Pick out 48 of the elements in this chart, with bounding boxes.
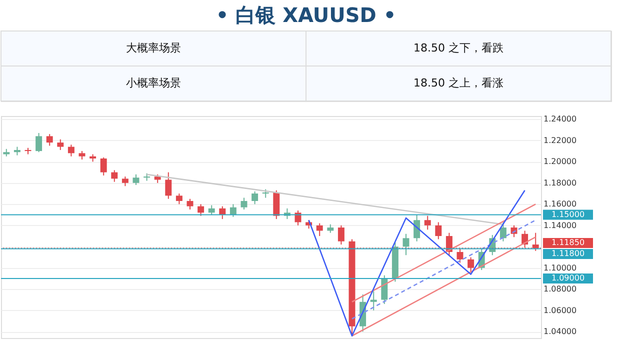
ref-line-label: 1.15000 [551,210,585,219]
candlestick [338,224,344,246]
candlestick [370,290,377,311]
y-tick-label: 1.14000 [544,220,577,230]
candlestick [186,198,194,210]
candlestick [111,170,118,182]
candlestick [132,174,140,186]
candlestick [176,193,182,205]
y-tick-label: 1.20000 [544,157,577,166]
candlestick [252,190,258,205]
candlestick [46,134,53,146]
y-tick-label: 1.24000 [544,114,577,124]
y-tick-label: 1.22000 [544,136,577,145]
ref-line-label: 1.09000 [551,274,585,283]
text: 大概率场景 [126,42,181,54]
candlestick [240,197,248,210]
ref-line-label: 1.11800 [551,249,585,258]
y-tick-label: 1.16000 [544,200,577,209]
candlestick [198,204,204,216]
y-tick-label: 1.04000 [544,327,577,336]
candlestick [230,204,236,218]
candlestick [402,233,410,256]
candlestick [165,172,172,200]
ref-line-label: 1.11850 [551,238,585,248]
candlestick [468,256,474,273]
candlestick [435,222,442,240]
candlestick [100,156,107,176]
chart-title: • 白银 XAUUSD • [216,3,396,27]
y-tick-label: 1.10000 [544,263,577,272]
candlestick [381,274,388,305]
y-tick-label: 1.18000 [544,178,577,188]
text: 18.50 之下，看跌 [414,42,504,54]
candlestick [424,215,431,230]
candlestick [273,190,280,220]
candlestick [316,222,323,237]
y-tick-label: 1.06000 [544,306,577,315]
candlestick [500,222,506,242]
candlestick [414,214,420,242]
candlestick [57,138,64,150]
line-series [308,190,526,337]
candlestick [36,132,42,153]
y-tick-label: 1.08000 [544,284,577,294]
text: 小概率场景 [126,76,181,90]
candlestick [68,144,74,157]
candlestick [122,176,128,187]
candlestick [208,204,215,216]
text: 18.50 之上，看涨 [414,76,504,90]
candlestick [219,206,226,220]
